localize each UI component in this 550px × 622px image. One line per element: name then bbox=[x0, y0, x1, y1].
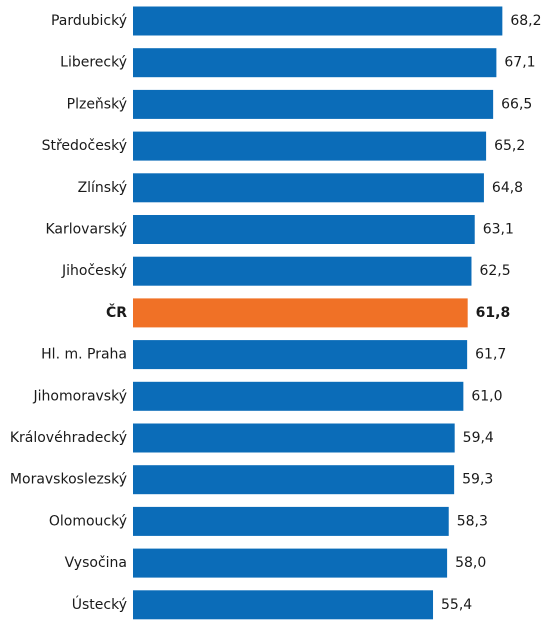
value-label: 63,1 bbox=[483, 222, 514, 238]
bar bbox=[133, 423, 455, 453]
value-label: 67,1 bbox=[504, 55, 535, 71]
category-label: Středočeský bbox=[42, 138, 127, 154]
bar bbox=[133, 548, 448, 578]
category-label: Královéhradecký bbox=[10, 430, 127, 446]
value-label: 61,7 bbox=[475, 347, 506, 363]
value-label: 61,0 bbox=[471, 388, 502, 404]
category-label: Moravskoslezský bbox=[10, 472, 127, 488]
bar bbox=[133, 340, 468, 370]
bar bbox=[133, 465, 455, 495]
bar bbox=[133, 381, 464, 411]
value-label: 62,5 bbox=[479, 263, 510, 279]
bar bbox=[133, 48, 497, 78]
bar bbox=[133, 590, 434, 620]
value-label: 55,4 bbox=[441, 597, 472, 613]
value-label: 68,2 bbox=[510, 13, 541, 29]
bar bbox=[133, 131, 487, 161]
bar bbox=[133, 506, 449, 536]
value-label: 66,5 bbox=[501, 96, 532, 112]
category-label: Liberecký bbox=[60, 55, 127, 71]
category-label: Plzeňský bbox=[67, 96, 127, 112]
bar bbox=[133, 89, 494, 119]
value-label: 61,8 bbox=[476, 305, 511, 321]
value-label: 58,0 bbox=[455, 555, 486, 571]
bar bbox=[133, 215, 475, 244]
value-label: 65,2 bbox=[494, 138, 525, 154]
category-label: Pardubický bbox=[51, 13, 127, 29]
category-label: ČR bbox=[106, 303, 127, 321]
category-label: Ústecký bbox=[72, 595, 127, 613]
bar bbox=[133, 256, 472, 286]
category-label: Vysočina bbox=[65, 555, 127, 571]
bar bbox=[133, 6, 503, 36]
value-label: 59,3 bbox=[462, 472, 493, 488]
value-label: 58,3 bbox=[457, 513, 488, 529]
category-label: Jihomoravský bbox=[33, 388, 127, 404]
bar bbox=[133, 298, 468, 328]
bar bbox=[133, 173, 484, 203]
value-label: 59,4 bbox=[463, 430, 494, 446]
category-label: Karlovarský bbox=[45, 222, 127, 238]
category-label: Hl. m. Praha bbox=[41, 347, 127, 363]
category-label: Jihočeský bbox=[61, 263, 127, 279]
category-label: Zlínský bbox=[78, 180, 127, 196]
value-label: 64,8 bbox=[492, 180, 523, 196]
category-label: Olomoucký bbox=[49, 513, 127, 529]
